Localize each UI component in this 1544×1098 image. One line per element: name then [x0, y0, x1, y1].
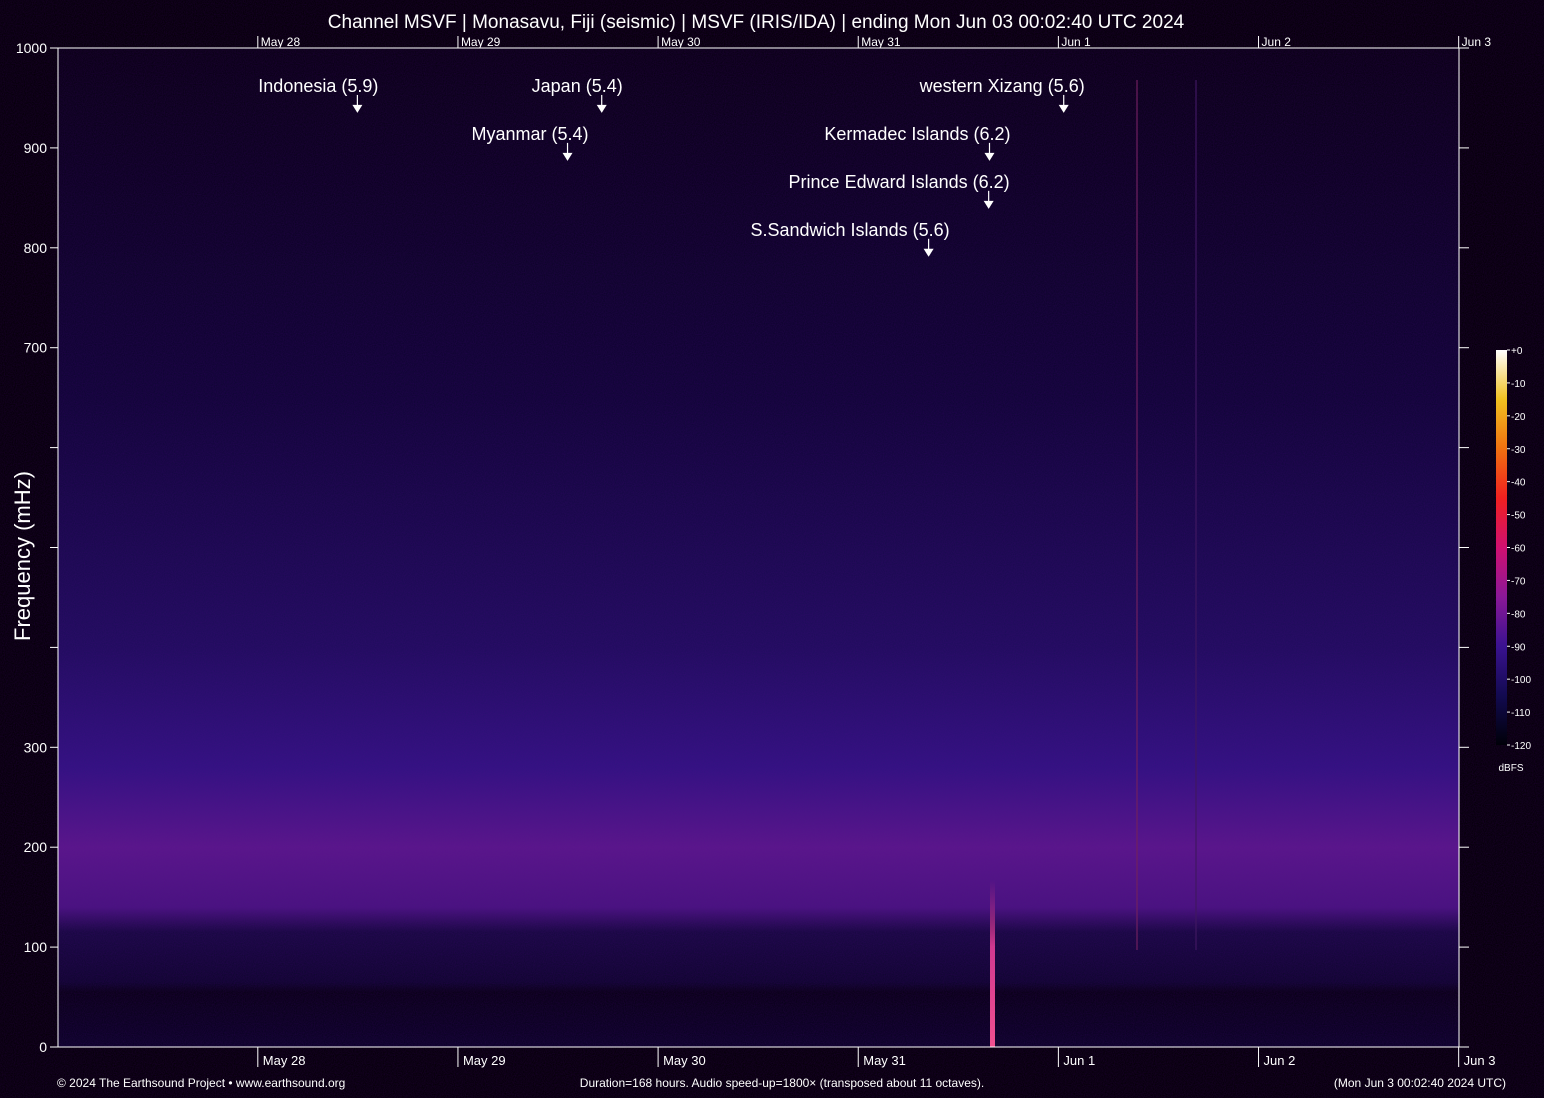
x-tick-label: Jun 1	[1063, 1053, 1095, 1068]
event-label: Japan (5.4)	[532, 76, 623, 96]
y-tick-label: 1000	[16, 40, 47, 56]
chart-title: Channel MSVF | Monasavu, Fiji (seismic) …	[328, 12, 1185, 33]
x-tick-label: May 29	[463, 1053, 506, 1068]
colorbar-tick-label: +0	[1511, 346, 1523, 357]
colorbar-tick-label: -20	[1511, 412, 1526, 423]
y-tick-label: 200	[24, 839, 48, 855]
y-tick-label: 0	[39, 1039, 47, 1055]
x-tick-label: May 30	[663, 1053, 706, 1068]
event-label: S.Sandwich Islands (5.6)	[751, 220, 950, 240]
x-tick-label-top: May 31	[861, 35, 901, 49]
colorbar-tick-label: -110	[1511, 708, 1531, 719]
colorbar-tick-label: -120	[1511, 741, 1531, 752]
event-arrowhead	[984, 152, 995, 161]
x-tick-label: Jun 3	[1464, 1053, 1496, 1068]
colorbar-tick-label: -10	[1511, 379, 1526, 390]
x-tick-label: Jun 2	[1264, 1053, 1296, 1068]
event-streak	[1195, 80, 1197, 950]
event-arrowhead	[352, 104, 363, 113]
colorbar-tick-label: -90	[1511, 642, 1526, 653]
colorbar	[1496, 350, 1507, 745]
x-tick-label-top: Jun 2	[1262, 35, 1292, 49]
spectrogram-noise	[58, 48, 1459, 1047]
x-tick-label-top: May 29	[461, 35, 501, 49]
event-label: Indonesia (5.9)	[258, 76, 378, 96]
colorbar-tick-label: -70	[1511, 576, 1526, 587]
event-arrowhead	[562, 152, 573, 161]
event-label: Myanmar (5.4)	[471, 124, 588, 144]
y-tick-label: 300	[24, 739, 48, 755]
event-streak	[1136, 80, 1138, 950]
x-tick-label: May 28	[263, 1053, 306, 1068]
event-arrowhead	[596, 104, 607, 113]
y-tick-label: 100	[24, 939, 48, 955]
event-label: Kermadec Islands (6.2)	[824, 124, 1010, 144]
footer-left: © 2024 The Earthsound Project • www.eart…	[57, 1076, 345, 1090]
y-tick-label: 900	[24, 140, 48, 156]
colorbar-tick-label: -40	[1511, 478, 1526, 489]
colorbar-tick-label: -80	[1511, 609, 1526, 620]
event-arrowhead	[983, 200, 994, 209]
y-tick-label: 800	[24, 240, 48, 256]
event-label: western Xizang (5.6)	[919, 76, 1085, 96]
colorbar-tick-label: -100	[1511, 675, 1531, 686]
x-tick-label-top: Jun 1	[1061, 35, 1091, 49]
colorbar-tick-label: -60	[1511, 544, 1526, 555]
colorbar-tick-label: -50	[1511, 511, 1526, 522]
x-tick-label-top: May 30	[661, 35, 701, 49]
colorbar-tick-label: -30	[1511, 445, 1526, 456]
event-label: Prince Edward Islands (6.2)	[789, 172, 1010, 192]
x-tick-label-top: May 28	[261, 35, 301, 49]
x-tick-label-top: Jun 3	[1462, 35, 1492, 49]
event-streak	[990, 880, 995, 1047]
footer-center: Duration=168 hours. Audio speed-up=1800×…	[580, 1076, 984, 1090]
event-arrowhead	[923, 248, 934, 257]
colorbar-label: dBFS	[1498, 763, 1523, 774]
y-tick-label: 700	[24, 340, 48, 356]
event-arrowhead	[1058, 104, 1069, 113]
x-tick-label: May 31	[863, 1053, 906, 1068]
footer-right: (Mon Jun 3 00:02:40 2024 UTC)	[1334, 1076, 1506, 1090]
y-axis-label: Frequency (mHz)	[10, 471, 35, 641]
